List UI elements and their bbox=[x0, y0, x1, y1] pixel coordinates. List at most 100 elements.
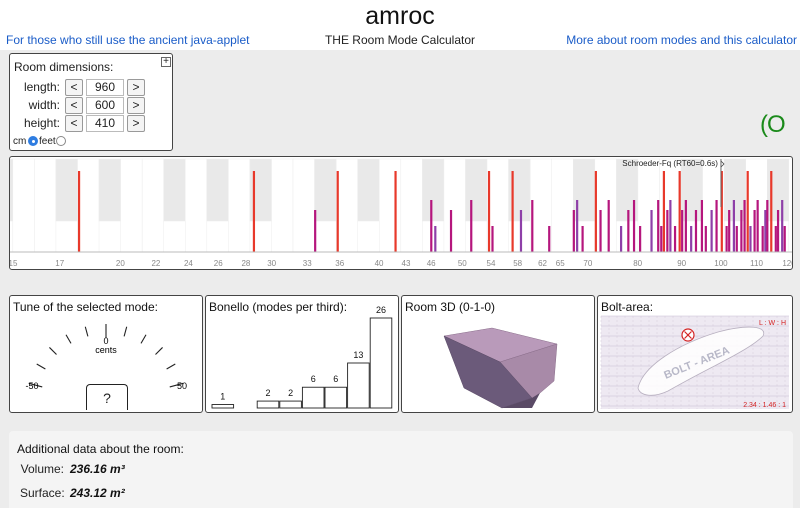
bonello-bar bbox=[347, 362, 370, 409]
volume-label: Volume: bbox=[20, 462, 64, 476]
unit-feet-label: feet bbox=[39, 136, 56, 147]
height-decrement-button[interactable]: < bbox=[65, 115, 83, 132]
gauge-tick bbox=[84, 326, 89, 337]
piano-key-black bbox=[55, 158, 78, 222]
axial-mode-bar bbox=[720, 171, 723, 252]
axial-mode-bar bbox=[746, 171, 749, 252]
room-modes-info-link[interactable]: More about room modes and this calculato… bbox=[566, 33, 797, 47]
room-mode-bar bbox=[743, 200, 746, 252]
room-mode-bar bbox=[776, 210, 780, 252]
room-mode-bar bbox=[619, 226, 623, 252]
room-mode-bar bbox=[657, 200, 660, 252]
frequency-tick-label: 15 bbox=[10, 259, 18, 268]
java-applet-link[interactable]: For those who still use the ancient java… bbox=[6, 33, 250, 47]
tune-value-box: ? bbox=[86, 384, 128, 410]
room-mode-bar bbox=[740, 210, 743, 252]
bolt-area-panel: Bolt-area: BOLT - AREA L : W : H 2.34 : … bbox=[597, 295, 793, 413]
bonello-bar bbox=[256, 400, 280, 409]
piano-key-white bbox=[12, 158, 35, 253]
length-decrement-button[interactable]: < bbox=[65, 79, 83, 96]
frequency-tick-label: 24 bbox=[184, 259, 193, 268]
width-decrement-button[interactable]: < bbox=[65, 97, 83, 114]
room3d-view[interactable] bbox=[402, 296, 594, 412]
unit-feet-radio[interactable] bbox=[56, 136, 66, 146]
length-label: length: bbox=[23, 80, 60, 94]
expand-toggle-icon[interactable]: + bbox=[161, 57, 171, 67]
mode-spectrum-chart[interactable]: 15 17 20 22 24 26 28 30 33 36 40 43 46 50 54 58 62 65 70 80… bbox=[10, 157, 792, 269]
status-indicator: (O bbox=[760, 111, 786, 138]
bonello-bar-label: 2 bbox=[288, 388, 293, 398]
axial-mode-bar bbox=[594, 171, 597, 252]
piano-key-white bbox=[292, 158, 315, 253]
tune-title: Tune of the selected mode: bbox=[13, 300, 158, 314]
gauge-tick bbox=[49, 347, 57, 355]
piano-key-white bbox=[34, 158, 57, 253]
piano-key-white bbox=[77, 158, 100, 253]
gauge-min-label: -50 bbox=[25, 381, 38, 391]
piano-key-black bbox=[465, 158, 488, 222]
unit-cm-radio[interactable] bbox=[28, 136, 38, 146]
gauge-tick bbox=[169, 382, 184, 388]
width-increment-button[interactable]: > bbox=[127, 97, 145, 114]
piano-key-black bbox=[422, 158, 445, 222]
piano-key-black bbox=[314, 158, 337, 222]
gauge-center-label: 0 bbox=[103, 336, 108, 346]
bonello-bar bbox=[369, 317, 393, 409]
room-mode-bar bbox=[715, 200, 718, 252]
height-increment-button[interactable]: > bbox=[127, 115, 145, 132]
room-mode-bar bbox=[519, 210, 523, 252]
room-mode-bar bbox=[607, 200, 610, 252]
frequency-tick-label: 43 bbox=[402, 259, 411, 268]
tune-gauge: 0 cents -50 50 bbox=[25, 324, 187, 391]
frequency-tick-label: 28 bbox=[241, 259, 250, 268]
length-input[interactable]: 960 bbox=[86, 79, 124, 96]
room-mode-bar bbox=[669, 200, 672, 252]
bolt-axis-label: L : W : H bbox=[759, 320, 786, 327]
room-mode-bar bbox=[700, 200, 704, 252]
room-mode-bar bbox=[732, 200, 735, 252]
room-mode-bar bbox=[735, 226, 738, 252]
room-mode-bar bbox=[434, 226, 437, 252]
frequency-tick-label: 90 bbox=[677, 259, 686, 268]
piano-key-white bbox=[594, 158, 617, 253]
frequency-tick-label: 120 bbox=[782, 259, 792, 268]
frequency-tick-label: 20 bbox=[116, 259, 125, 268]
frequency-tick-label: 100 bbox=[714, 259, 728, 268]
frequency-tick-label: 70 bbox=[583, 259, 592, 268]
frequency-tick-label: 58 bbox=[513, 259, 522, 268]
room-mode-bar bbox=[753, 210, 756, 252]
piano-key-white bbox=[788, 158, 792, 253]
room-mode-bar bbox=[314, 210, 317, 252]
axial-mode-bar bbox=[662, 171, 666, 252]
surface-value: 243.12 m² bbox=[70, 486, 125, 500]
room-mode-bar bbox=[761, 226, 764, 252]
room-mode-bar bbox=[764, 210, 767, 252]
frequency-tick-label: 30 bbox=[267, 259, 276, 268]
gauge-tick bbox=[140, 334, 147, 344]
room-mode-bar bbox=[599, 210, 602, 252]
piano-key-black bbox=[357, 158, 380, 222]
width-input[interactable]: 600 bbox=[86, 97, 124, 114]
room-mode-bar bbox=[690, 226, 693, 252]
height-input[interactable]: 410 bbox=[86, 115, 124, 132]
bolt-ratio-label: 2.34 : 1.46 : 1 bbox=[743, 402, 786, 409]
frequency-tick-label: 62 bbox=[538, 259, 547, 268]
gauge-tick bbox=[28, 382, 43, 388]
room-mode-bar bbox=[639, 226, 642, 252]
room-mode-bar bbox=[774, 226, 777, 252]
gauge-tick bbox=[123, 326, 128, 337]
room-mode-bar bbox=[704, 226, 707, 252]
axial-mode-bar bbox=[252, 171, 256, 252]
room-mode-bar bbox=[491, 226, 494, 252]
room-dimensions-title: Room dimensions: bbox=[14, 60, 114, 74]
gauge-max-label: 50 bbox=[177, 381, 187, 391]
piano-key-black bbox=[98, 158, 121, 222]
gauge-tick bbox=[166, 363, 176, 370]
room-mode-bar bbox=[627, 210, 630, 252]
length-increment-button[interactable]: > bbox=[127, 79, 145, 96]
frequency-tick-label: 110 bbox=[750, 259, 763, 268]
bonello-title: Bonello (modes per third): bbox=[209, 300, 348, 314]
frequency-tick-label: 46 bbox=[427, 259, 436, 268]
bonello-bar bbox=[211, 404, 235, 409]
piano-key-white bbox=[141, 158, 164, 253]
